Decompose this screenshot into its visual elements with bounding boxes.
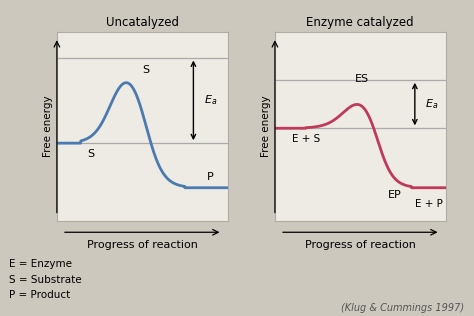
Text: EP: EP <box>388 190 401 200</box>
Text: Progress of reaction: Progress of reaction <box>305 240 416 250</box>
Text: S: S <box>87 149 95 159</box>
Text: ES: ES <box>355 74 369 84</box>
Y-axis label: Free energy: Free energy <box>261 95 271 157</box>
Y-axis label: Free energy: Free energy <box>43 95 53 157</box>
Text: $E_a$: $E_a$ <box>204 94 217 107</box>
Title: Enzyme catalyzed: Enzyme catalyzed <box>306 16 414 29</box>
Title: Uncatalyzed: Uncatalyzed <box>106 16 179 29</box>
Text: E + P: E + P <box>415 199 443 209</box>
Text: E = Enzyme
S = Substrate
P = Product: E = Enzyme S = Substrate P = Product <box>9 259 82 300</box>
Text: Progress of reaction: Progress of reaction <box>87 240 198 250</box>
Text: E + S: E + S <box>292 134 320 144</box>
Text: S: S <box>142 65 149 75</box>
Text: $E_a$: $E_a$ <box>425 97 438 111</box>
Text: (Klug & Cummings 1997): (Klug & Cummings 1997) <box>341 303 465 313</box>
Text: P: P <box>207 172 214 182</box>
